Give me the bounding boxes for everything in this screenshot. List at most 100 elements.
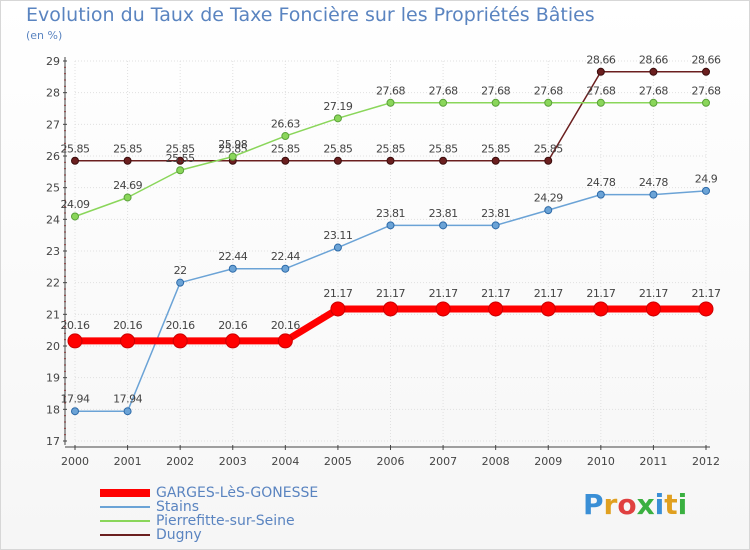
data-point-dugny	[176, 156, 185, 165]
data-point-stains	[544, 206, 553, 215]
data-point-dugny	[123, 156, 132, 165]
data-label-pierrefitte-sur-seine: 27.19	[323, 100, 352, 113]
data-label-garges-l-s-gonesse: 21.17	[376, 287, 405, 300]
data-point-pierrefitte-sur-seine	[71, 212, 79, 221]
legend-swatch	[100, 489, 150, 497]
data-point-pierrefitte-sur-seine	[596, 98, 605, 107]
data-label-dugny: 25.85	[376, 142, 405, 155]
data-label-garges-l-s-gonesse: 21.17	[429, 287, 458, 300]
data-point-dugny	[649, 67, 658, 76]
data-point-stains	[439, 221, 448, 230]
data-point-garges-l-s-gonesse	[277, 333, 293, 349]
x-tick-label: 2007	[429, 455, 457, 468]
data-point-garges-l-s-gonesse	[120, 333, 136, 349]
data-point-pierrefitte-sur-seine	[544, 98, 553, 107]
data-label-stains: 22.44	[218, 250, 247, 263]
data-point-garges-l-s-gonesse	[225, 333, 241, 349]
proxiti-logo: Proxiti	[583, 488, 687, 521]
data-label-garges-l-s-gonesse: 20.16	[271, 319, 300, 332]
logo-letter: P	[583, 488, 604, 521]
data-point-pierrefitte-sur-seine	[123, 193, 132, 202]
y-tick-label: 23	[46, 245, 60, 258]
data-point-dugny	[702, 67, 710, 76]
data-label-dugny: 28.66	[586, 53, 615, 66]
data-label-garges-l-s-gonesse: 20.16	[218, 319, 247, 332]
data-point-dugny	[281, 156, 290, 165]
page-title: Evolution du Taux de Taxe Foncière sur l…	[26, 4, 595, 26]
data-point-stains	[649, 190, 658, 199]
y-tick-label: 24	[46, 213, 60, 226]
data-label-garges-l-s-gonesse: 21.17	[481, 287, 510, 300]
unit-label: (en %)	[26, 29, 63, 42]
data-label-dugny: 25.85	[323, 142, 352, 155]
data-label-garges-l-s-gonesse: 21.17	[692, 287, 721, 300]
data-point-garges-l-s-gonesse	[435, 301, 451, 317]
data-point-garges-l-s-gonesse	[488, 301, 504, 317]
legend-swatch	[100, 520, 150, 522]
data-label-garges-l-s-gonesse: 20.16	[113, 319, 142, 332]
data-label-pierrefitte-sur-seine: 27.68	[429, 84, 458, 97]
data-point-garges-l-s-gonesse	[383, 301, 398, 317]
x-tick-label: 2010	[587, 455, 615, 468]
logo-letter: i	[654, 488, 665, 521]
data-point-dugny	[333, 156, 342, 165]
y-tick-label: 20	[46, 340, 60, 353]
y-tick-label: 25	[46, 182, 60, 195]
data-label-pierrefitte-sur-seine: 27.68	[481, 84, 510, 97]
data-point-stains	[71, 407, 79, 416]
y-tick-label: 21	[46, 308, 60, 321]
x-tick-label: 2004	[271, 455, 299, 468]
legend-label: Stains	[156, 499, 200, 515]
data-point-dugny	[596, 67, 605, 76]
data-label-garges-l-s-gonesse: 20.16	[166, 319, 195, 332]
data-point-dugny	[544, 156, 553, 165]
data-point-dugny	[439, 156, 448, 165]
x-tick-label: 2012	[692, 455, 720, 468]
data-label-pierrefitte-sur-seine: 24.69	[113, 179, 142, 192]
data-label-pierrefitte-sur-seine: 27.68	[639, 84, 668, 97]
data-point-stains	[596, 190, 605, 199]
data-label-garges-l-s-gonesse: 21.17	[323, 287, 352, 300]
data-point-stains	[123, 407, 132, 416]
x-tick-label: 2006	[377, 455, 405, 468]
y-tick-label: 26	[46, 150, 60, 163]
data-label-stains: 22.44	[271, 250, 300, 263]
data-label-stains: 24.29	[534, 192, 563, 205]
logo-letter: o	[617, 488, 637, 521]
data-label-pierrefitte-sur-seine: 26.63	[271, 118, 300, 131]
data-point-stains	[333, 243, 342, 252]
data-label-stains: 24.78	[639, 176, 668, 189]
x-tick-label: 2002	[166, 455, 194, 468]
data-label-stains: 17.94	[61, 393, 90, 406]
y-tick-label: 17	[46, 435, 60, 448]
data-label-dugny: 28.66	[692, 53, 721, 66]
legend-item: GARGES-LèS-GONESSE	[100, 486, 318, 500]
legend-item: Dugny	[100, 528, 318, 542]
logo-letter: x	[636, 488, 655, 521]
data-point-pierrefitte-sur-seine	[228, 152, 237, 161]
legend-label: Pierrefitte-sur-Seine	[156, 513, 295, 529]
data-label-garges-l-s-gonesse: 21.17	[586, 287, 615, 300]
data-point-garges-l-s-gonesse	[330, 301, 346, 317]
data-label-dugny: 25.85	[113, 142, 142, 155]
x-tick-label: 2011	[639, 455, 667, 468]
data-label-stains: 23.81	[481, 207, 510, 220]
x-tick-label: 2001	[114, 455, 142, 468]
data-point-garges-l-s-gonesse	[67, 333, 83, 349]
data-point-dugny	[386, 156, 395, 165]
data-point-stains	[702, 186, 710, 195]
x-tick-label: 2005	[324, 455, 352, 468]
data-label-stains: 23.81	[376, 207, 405, 220]
data-label-pierrefitte-sur-seine: 24.09	[61, 198, 90, 211]
x-tick-label: 2000	[61, 455, 89, 468]
data-label-dugny: 28.66	[639, 53, 668, 66]
logo-letter: r	[603, 488, 618, 521]
data-label-dugny: 25.85	[271, 142, 300, 155]
logo-letter: t	[664, 488, 678, 521]
y-tick-label: 19	[46, 372, 60, 385]
data-point-garges-l-s-gonesse	[172, 333, 188, 349]
data-label-stains: 24.78	[586, 176, 615, 189]
y-tick-label: 22	[46, 277, 60, 290]
